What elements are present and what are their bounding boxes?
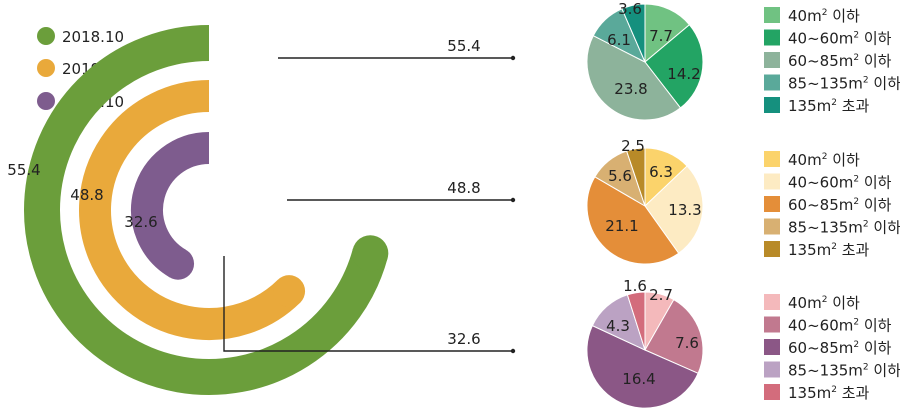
radial-value-label-2019.10: 48.8 [70, 186, 103, 204]
radial-bar-cap-2019.10 [273, 275, 306, 308]
pie-value-label-2018.10-1: 14.2 [667, 65, 700, 83]
pie-legend-swatch-2018.10-3 [764, 74, 780, 91]
radial-bar-cap-2018.10 [352, 235, 389, 272]
pie-value-label-2020.10-4: 1.6 [623, 277, 647, 295]
pie-legend-swatch-2019.10-1 [764, 173, 780, 190]
radial-value-label-2018.10: 55.4 [7, 161, 40, 179]
pie-slice-2020.10-4 [626, 291, 646, 351]
connector-dot-2018.10 [510, 55, 516, 61]
pie-legend-label-2020.10-1: 40~60m2 이하 [788, 317, 892, 335]
pie-2020.10: 2.7 7.6 16.4 4.3 1.6 [586, 277, 704, 409]
radial-bar-2019.10 [79, 80, 301, 340]
pie-legend-label-2019.10-1: 40~60m2 이하 [788, 174, 892, 192]
pie-slice-2019.10-1 [644, 165, 704, 254]
pie-slice-2020.10-2 [586, 324, 699, 409]
pie-legend-swatch-2018.10-1 [764, 29, 780, 46]
connector-label-2020.10: 32.6 [447, 330, 480, 348]
radial-bar-cap-2020.10 [162, 247, 195, 280]
pie-legend-swatch-2018.10-0 [764, 7, 780, 23]
connector-label-2018.10: 55.4 [447, 37, 480, 55]
pie-slice-2019.10-4 [626, 147, 646, 207]
pie-legend-swatch-2020.10-4 [764, 384, 780, 400]
pie-value-label-2018.10-4: 3.6 [618, 0, 642, 18]
pie-value-label-2020.10-3: 4.3 [606, 317, 630, 335]
pie-legend-label-2020.10-0: 40m2 이하 [788, 294, 860, 312]
pie-legend-swatch-2018.10-2 [764, 52, 780, 68]
pie-slice-2018.10-2 [586, 35, 682, 121]
pie-slice-2019.10-2 [586, 176, 680, 265]
connector-dot-2020.10 [510, 348, 516, 354]
radial-bar-2018.10 [24, 25, 388, 395]
pie-legend-label-2018.10-3: 85~135m2 이하 [788, 75, 900, 93]
radial-value-label-2020.10: 32.6 [124, 213, 157, 231]
pie-legend-label-2020.10-2: 60~85m2 이하 [788, 339, 892, 357]
pie-2018.10: 7.7 14.2 23.8 6.1 3.6 [586, 0, 704, 121]
radial-bar-2020.10 [131, 132, 210, 278]
legend-marker-2020.10 [37, 92, 55, 110]
pie-slice-2018.10-4 [621, 3, 646, 63]
pie-legend-label-2019.10-3: 85~135m2 이하 [788, 219, 900, 237]
pie-value-label-2018.10-2: 23.8 [614, 80, 647, 98]
pie-legend-label-2018.10-2: 60~85m2 이하 [788, 52, 892, 70]
pie-legend-label-2018.10-0: 40m2 이하 [788, 7, 860, 25]
pie-value-label-2019.10-4: 2.5 [621, 137, 645, 155]
pie-value-label-2020.10-1: 7.6 [675, 334, 699, 352]
pie-legend-swatch-2019.10-2 [764, 196, 780, 212]
pie-legend-label-2019.10-0: 40m2 이하 [788, 151, 860, 169]
pie-legend-label-2019.10-2: 60~85m2 이하 [788, 196, 892, 214]
pie-legend-label-2020.10-3: 85~135m2 이하 [788, 362, 900, 380]
pie-value-label-2018.10-3: 6.1 [607, 31, 631, 49]
pie-legend-label-2018.10-4: 135m2 초과 [788, 97, 870, 115]
pie-legend-swatch-2019.10-3 [764, 218, 780, 235]
legend-marker-2019.10 [37, 59, 55, 77]
pie-legend-swatch-2018.10-4 [764, 97, 780, 113]
pie-legend-swatch-2019.10-4 [764, 241, 780, 257]
pie-legend-swatch-2020.10-0 [764, 294, 780, 310]
connector-line-2020.10 [223, 256, 513, 352]
legend-label-2018.10: 2018.10 [62, 28, 124, 46]
pie-value-label-2019.10-1: 13.3 [668, 201, 701, 219]
pie-value-label-2018.10-0: 7.7 [649, 27, 673, 45]
connector-label-2019.10: 48.8 [447, 179, 480, 197]
pie-legend-label-2018.10-1: 40~60m2 이하 [788, 30, 892, 48]
pie-legend-swatch-2020.10-2 [764, 339, 780, 355]
pie-legend-swatch-2020.10-1 [764, 316, 780, 333]
pie-slice-2020.10-1 [644, 298, 704, 375]
pie-2019.10: 6.3 13.3 21.1 5.6 2.5 [586, 137, 704, 265]
pie-value-label-2019.10-0: 6.3 [649, 163, 673, 181]
pie-slice-2018.10-1 [644, 24, 704, 109]
pie-legend-swatch-2020.10-3 [764, 361, 780, 378]
pie-value-label-2020.10-0: 2.7 [649, 286, 673, 304]
pie-value-label-2020.10-2: 16.4 [622, 370, 655, 388]
pie-value-label-2019.10-3: 5.6 [608, 167, 632, 185]
pie-legend-label-2019.10-4: 135m2 초과 [788, 241, 870, 259]
pie-legend-label-2020.10-4: 135m2 초과 [788, 384, 870, 402]
legend-marker-2018.10 [37, 27, 55, 45]
connector-dot-2019.10 [510, 197, 516, 203]
pie-legend-swatch-2019.10-0 [764, 151, 780, 167]
pie-value-label-2019.10-2: 21.1 [605, 217, 638, 235]
